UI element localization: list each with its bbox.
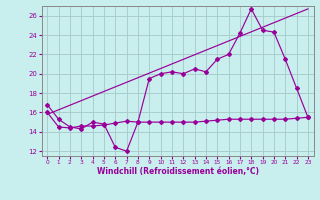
X-axis label: Windchill (Refroidissement éolien,°C): Windchill (Refroidissement éolien,°C): [97, 167, 259, 176]
